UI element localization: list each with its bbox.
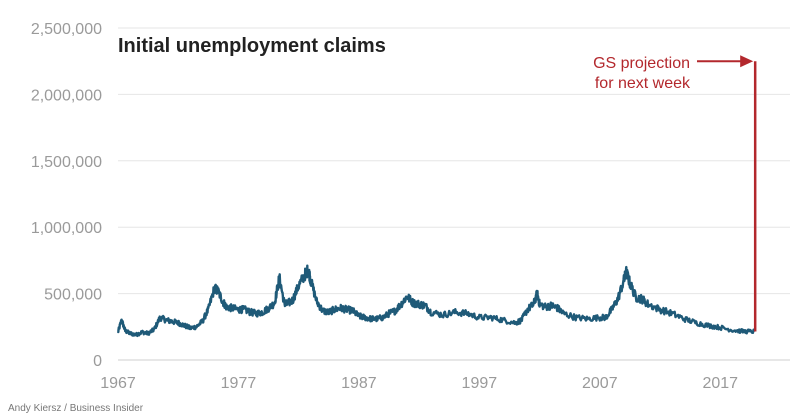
y-tick-label-3: 1,500,000 bbox=[31, 154, 102, 171]
series-group bbox=[116, 264, 757, 338]
y-tick-label-4: 2,000,000 bbox=[31, 87, 102, 104]
x-tick-label-0: 1967 bbox=[100, 375, 136, 392]
x-tick-label-3: 1997 bbox=[462, 375, 498, 392]
credit-text: Andy Kiersz / Business Insider bbox=[8, 403, 144, 414]
x-tick-label-1: 1977 bbox=[221, 375, 257, 392]
y-tick-label-2: 1,000,000 bbox=[31, 220, 102, 237]
annotation-text-line1: GS projection bbox=[593, 55, 690, 72]
annotation-arrow-head bbox=[740, 55, 754, 68]
x-tick-label-2: 1987 bbox=[341, 375, 377, 392]
series-line-0 bbox=[116, 264, 757, 338]
chart-title: Initial unemployment claims bbox=[118, 35, 386, 57]
x-tick-label-5: 2017 bbox=[702, 375, 738, 392]
x-tick-label-4: 2007 bbox=[582, 375, 618, 392]
y-tick-label-5: 2,500,000 bbox=[31, 21, 102, 38]
y-axis: 0 500,000 1,000,000 1,500,000 2,000,000 2,500… bbox=[31, 21, 102, 370]
x-axis: 1967 1977 1987 1997 2007 2017 bbox=[100, 375, 738, 392]
y-tick-label-0: 0 bbox=[93, 353, 102, 370]
annotation: GS projection for next week bbox=[593, 55, 757, 332]
gridlines bbox=[118, 27, 790, 361]
y-tick-label-1: 500,000 bbox=[44, 287, 102, 304]
annotation-text-line2: for next week bbox=[595, 75, 691, 92]
